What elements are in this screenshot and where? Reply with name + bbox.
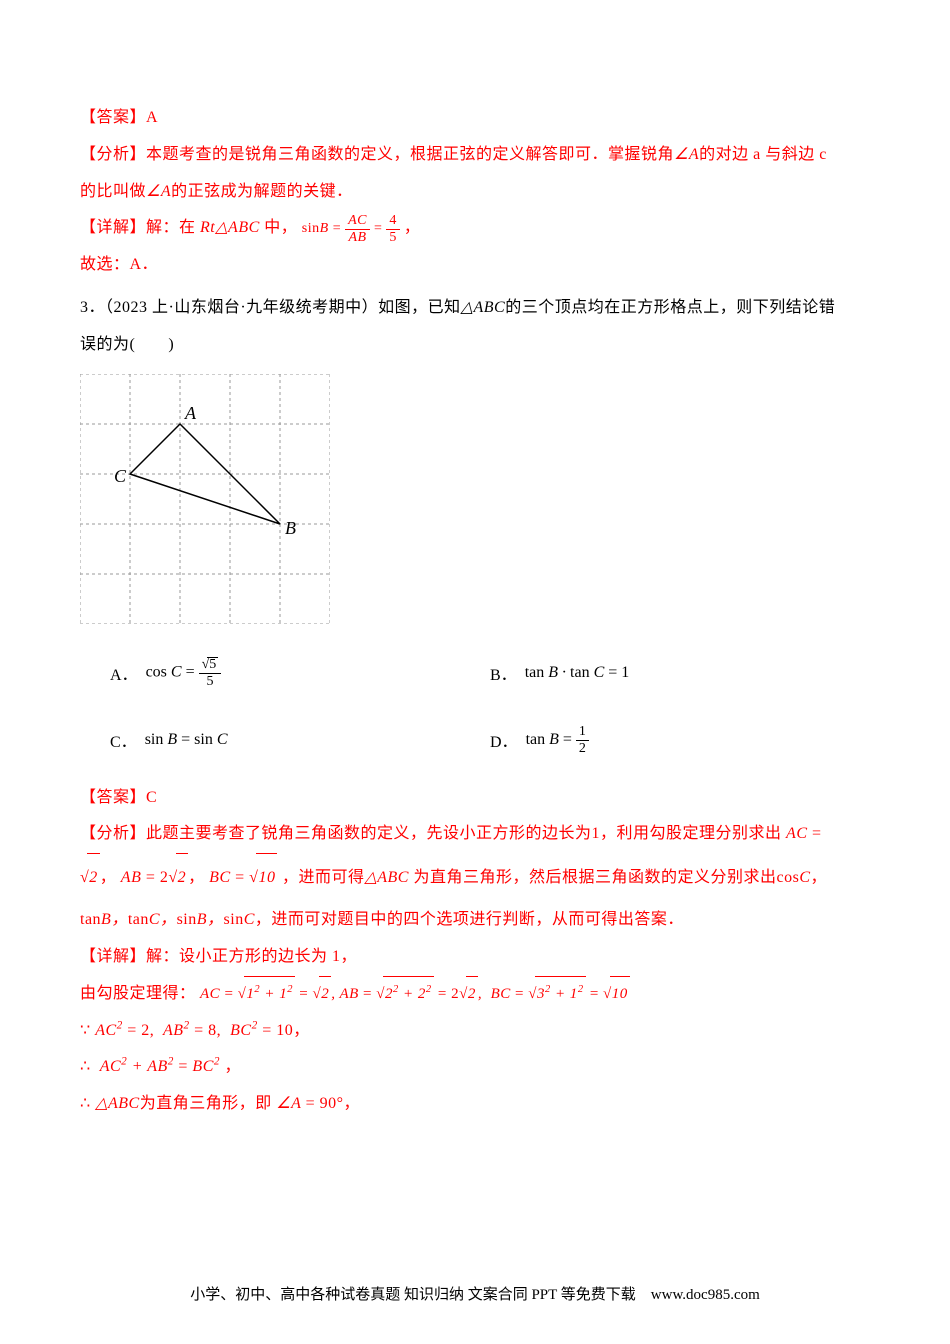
optD-label: D． [490, 728, 518, 752]
label-A: A [184, 403, 197, 423]
optB-content: tan B · tan C = 1 [525, 664, 630, 682]
options: A． cos C = √55 B． tan B · tan C = 1 C． s… [110, 639, 870, 774]
option-c: C． sin B = sin C [110, 725, 490, 756]
therefore2: ∴ [80, 1095, 91, 1112]
q3-header2: 的三个顶点均在正方形格点上，则下列结论错 [505, 299, 835, 316]
optD-content: tan B = 12 [526, 725, 589, 756]
pyth-label: 由勾股定理得： [80, 985, 196, 1002]
cosC: cosC [777, 869, 811, 886]
sqrt2: √2 [80, 869, 100, 886]
detail-text: 解：在 [146, 219, 196, 236]
sq-end: ， [293, 1022, 310, 1039]
analysis3-line1: 【分析】此题主要考查了锐角三角函数的定义，先设小正方形的边长为1，利用勾股定理分… [80, 816, 870, 853]
page: 【答案】A 【分析】本题考查的是锐角三角函数的定义，根据正弦的定义解答即可．掌握… [0, 0, 950, 1344]
q3-tri: △ABC [461, 299, 506, 316]
rt-abc: Rt△ABC [200, 219, 260, 236]
ab-eq: AB = 2√2 [121, 869, 188, 886]
q3-header: 3．（2023 上·山东烟台·九年级统考期中）如图，已知△ABC的三个顶点均在正… [80, 290, 870, 327]
analysis-text3: 的比叫做 [80, 183, 146, 200]
option-a: A． cos C = √55 [110, 657, 490, 689]
angle-A2: ∠A [146, 183, 171, 200]
angle-A90: ∠A = 90° [276, 1095, 343, 1112]
optC-label: C． [110, 728, 137, 752]
answer-label: 【答案】A [80, 100, 870, 137]
row3: tanB，tanC，sinB，sinC [80, 911, 255, 928]
q3-header3: 误的为( ) [80, 327, 870, 364]
because: ∵ [80, 1022, 91, 1039]
analysis3-text2: ，利用勾股定理分别求出 [600, 825, 782, 842]
pyth-line: 由勾股定理得： AC = √12 + 12 = √2, AB = √22 + 2… [80, 976, 870, 1013]
row2-mid: ，进而可得 [282, 869, 365, 886]
row3-end: ，进而可对题目中的四个选项进行判断，从而可得出答案． [255, 911, 684, 928]
option-b: B． tan B · tan C = 1 [490, 657, 870, 689]
option-d: D． tan B = 12 [490, 725, 870, 756]
optA-label: A． [110, 661, 138, 685]
because-line: ∵ AC2 = 2, AB2 = 8, BC2 = 10， [80, 1013, 870, 1050]
analysis-text2: 的对边 a 与斜边 c [699, 146, 827, 163]
therefore2-end: ， [343, 1095, 360, 1112]
analysis3-line3: tanB，tanC，sinB，sinC，进而可对题目中的四个选项进行判断，从而可… [80, 902, 870, 939]
triangle-grid-figure: A B C [80, 374, 870, 629]
detail-label: 【详解】 [80, 219, 146, 236]
answer3-label: 【答案】C [80, 780, 870, 817]
analysis-line-1: 【分析】本题考查的是锐角三角函数的定义，根据正弦的定义解答即可．掌握锐角∠A的对… [80, 137, 870, 174]
squares: AC2 = 2, AB2 = 8, BC2 = 10 [95, 1022, 293, 1039]
therefore2-tri: △ABC [95, 1095, 140, 1112]
analysis3-line2: √2， AB = 2√2， BC = √10 ，进而可得△ABC 为直角三角形，… [80, 853, 870, 902]
detail-line: 【详解】解：在 Rt△ABC 中， sinB = ACAB = 45 ， [80, 210, 870, 247]
analysis-text: 本题考查的是锐角三角函数的定义，根据正弦的定义解答即可．掌握锐角 [146, 146, 674, 163]
detail3-line: 【详解】解：设小正方形的边长为 1， [80, 939, 870, 976]
analysis-text4: 的正弦成为解题的关键． [171, 183, 353, 200]
bc-eq: BC = √10 [209, 869, 277, 886]
page-footer: 小学、初中、高中各种试卷真题 知识归纳 文案合同 PPT 等免费下载 www.d… [0, 1283, 950, 1304]
sin-formula: sinB = ACAB = 45 [302, 221, 404, 236]
detail3-label: 【详解】 [80, 948, 146, 965]
optA-content: cos C = √55 [146, 657, 222, 689]
one: 1 [592, 825, 601, 842]
pyth-formula: AC = √12 + 12 = √2, AB = √22 + 22 = 2√2,… [200, 986, 630, 1002]
therefore1-line: ∴ AC2 + AB2 = BC2 ， [80, 1049, 870, 1086]
analysis-label: 【分析】 [80, 146, 146, 163]
angle-A: ∠A [674, 146, 699, 163]
label-B: B [285, 518, 296, 538]
detail-end: ， [404, 219, 421, 236]
therefore1: ∴ [80, 1058, 91, 1075]
optC-content: sin B = sin C [145, 731, 228, 749]
ac-eq: AC = [786, 825, 821, 842]
therefore2-text: 为直角三角形，即 [140, 1095, 272, 1112]
therefore-a: 故选：A． [80, 247, 870, 284]
row2-end: 为直角三角形，然后根据三角函数的定义分别求出 [409, 869, 777, 886]
triangle-svg: A B C [80, 374, 330, 624]
detail-mid: 中， [264, 219, 297, 236]
analysis-line-2: 的比叫做∠A的正弦成为解题的关键． [80, 174, 870, 211]
label-C: C [114, 466, 127, 486]
analysis3-label: 【分析】 [80, 825, 146, 842]
sum-squares: AC2 + AB2 = BC2 [95, 1058, 220, 1075]
therefore2-line: ∴ △ABC为直角三角形，即 ∠A = 90°， [80, 1086, 870, 1123]
q3-header-text: 3．（2023 上·山东烟台·九年级统考期中）如图，已知 [80, 299, 461, 316]
detail3-text: 解：设小正方形的边长为 1， [146, 948, 357, 965]
optB-label: B． [490, 661, 517, 685]
analysis3-text: 此题主要考查了锐角三角函数的定义，先设小正方形的边长为 [146, 825, 592, 842]
row2-tri: △ABC [364, 869, 409, 886]
